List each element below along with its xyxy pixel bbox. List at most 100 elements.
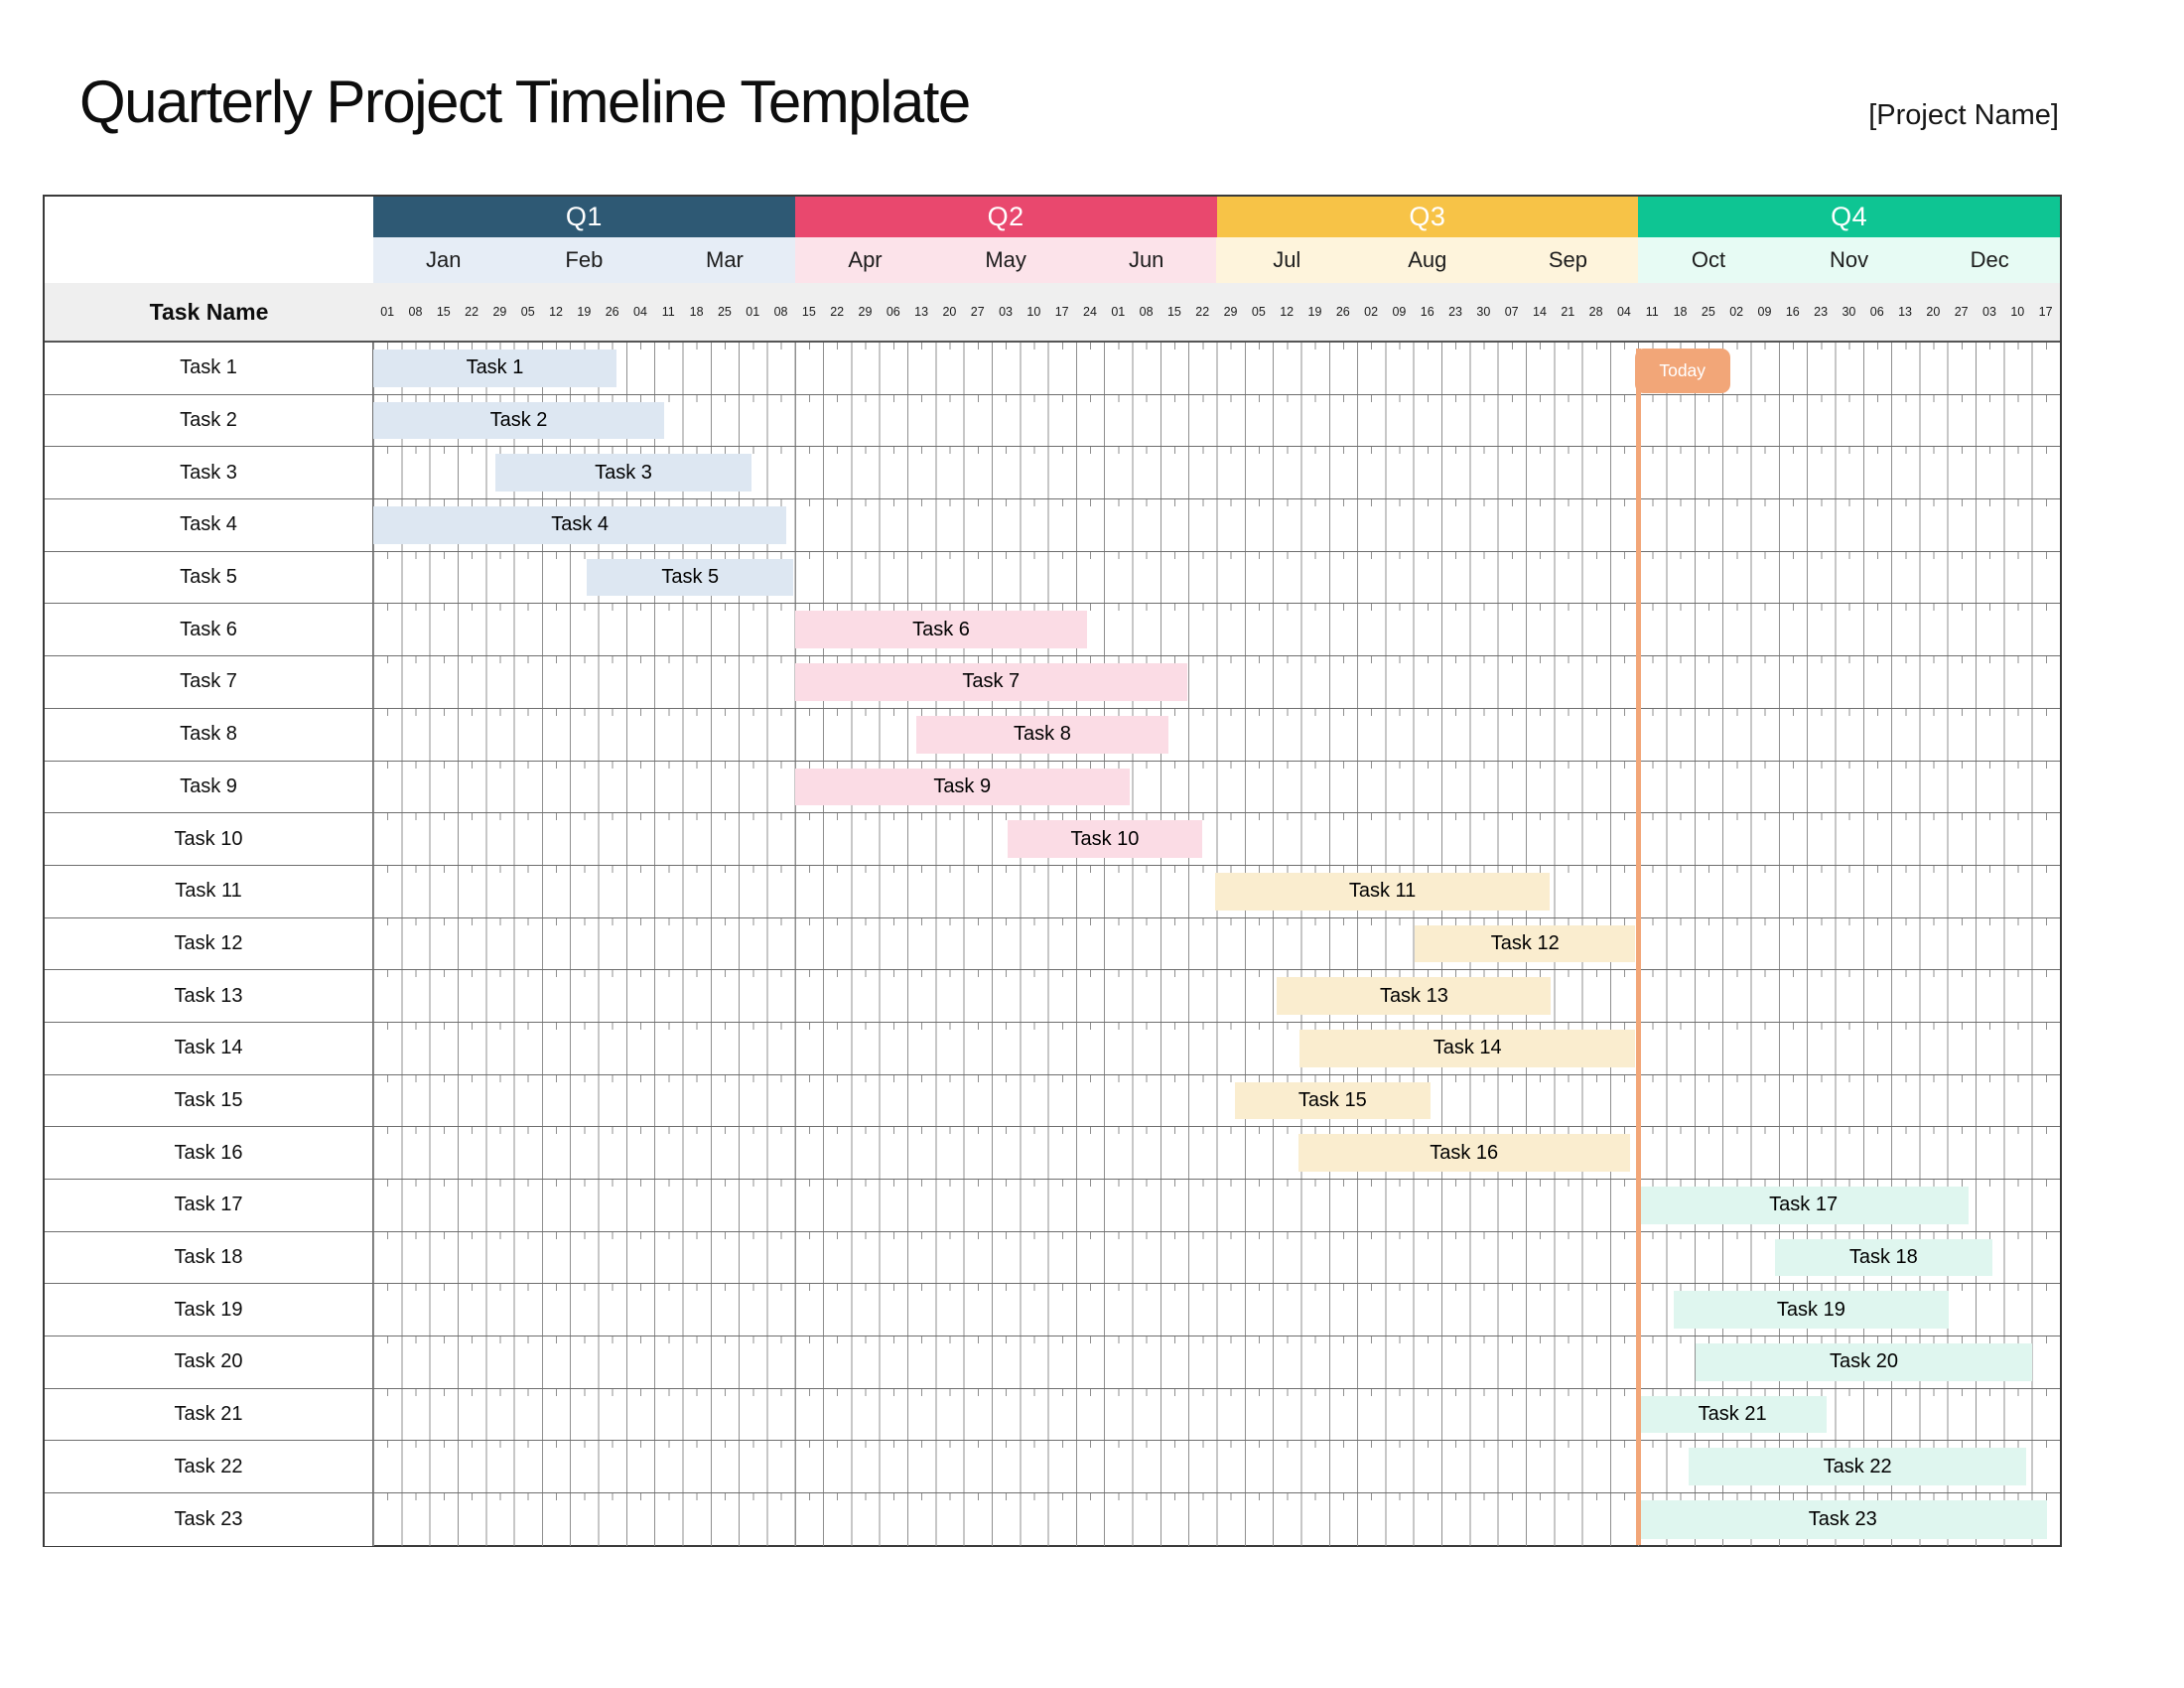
gantt-bar-task-5[interactable]: Task 5 xyxy=(587,558,794,597)
gantt-bar-task-19[interactable]: Task 19 xyxy=(1673,1291,1950,1330)
task-row-chart-area: Task 18 xyxy=(373,1231,2060,1284)
week-start-date-label: 23 xyxy=(1448,305,1462,319)
week-start-date-label: 16 xyxy=(1420,305,1434,319)
task-row: Task 11 Task 11 xyxy=(45,865,2060,918)
task-name-cell: Task 13 xyxy=(45,970,373,1022)
gantt-bar-task-11[interactable]: Task 11 xyxy=(1215,872,1551,911)
task-name-text: Task 6 xyxy=(180,618,237,640)
quarter-label: Q2 xyxy=(987,202,1024,231)
week-start-date-label: 01 xyxy=(1111,305,1126,319)
week-start-date-label: 05 xyxy=(520,305,535,319)
gantt-bar-task-1[interactable]: Task 1 xyxy=(373,350,616,387)
gantt-bar-label: Task 20 xyxy=(1830,1350,1898,1373)
task-name-text: Task 12 xyxy=(174,931,243,954)
task-name-cell: Task 8 xyxy=(45,708,373,761)
task-rows: Task 1 Task 1 Task 2 Task 2 Task 3 Task 3 Task… xyxy=(45,343,2060,1546)
gantt-bar-task-18[interactable]: Task 18 xyxy=(1774,1238,1993,1277)
task-row: Task 6 Task 6 xyxy=(45,604,2060,657)
month-row-spacer xyxy=(45,237,373,283)
task-row-chart-area: Task 7 xyxy=(373,656,2060,708)
task-name-cell: Task 17 xyxy=(45,1180,373,1231)
week-start-date-label: 22 xyxy=(830,305,845,319)
gantt-bar-task-13[interactable]: Task 13 xyxy=(1277,977,1552,1015)
week-start-date-label: 25 xyxy=(1701,305,1715,319)
task-row-chart-area: Task 1 xyxy=(373,343,2060,394)
gantt-bar-label: Task 8 xyxy=(1014,723,1071,746)
week-start-date-label: 15 xyxy=(436,305,451,319)
task-name-cell: Task 5 xyxy=(45,551,373,604)
week-start-date-label: 16 xyxy=(1785,305,1800,319)
gantt-bar-task-6[interactable]: Task 6 xyxy=(794,611,1088,649)
quarter-row-spacer xyxy=(45,197,373,237)
task-row-chart-area: Task 6 xyxy=(373,604,2060,656)
gantt-bar-task-21[interactable]: Task 21 xyxy=(1638,1395,1827,1434)
project-name-label: [Project Name] xyxy=(1868,99,2059,131)
gantt-bar-task-23[interactable]: Task 23 xyxy=(1638,1500,2048,1539)
task-name-column-header: Task Name xyxy=(149,298,269,325)
task-row-chart-area: Task 3 xyxy=(373,447,2060,499)
month-header-mar: Mar xyxy=(654,237,795,283)
today-marker-badge[interactable]: Today xyxy=(1634,349,1730,393)
gantt-bar-task-7[interactable]: Task 7 xyxy=(794,663,1187,701)
task-name-text: Task 17 xyxy=(174,1194,243,1216)
gantt-bar-task-14[interactable]: Task 14 xyxy=(1299,1029,1636,1067)
quarter-label: Q4 xyxy=(1831,202,1868,231)
task-row: Task 18 Task 18 xyxy=(45,1231,2060,1285)
gantt-bar-label: Task 12 xyxy=(1490,931,1560,954)
task-row-chart-area: Task 14 xyxy=(373,1022,2060,1074)
month-label: Jul xyxy=(1273,247,1301,272)
month-header-nov: Nov xyxy=(1778,237,1920,283)
week-start-date-label: 21 xyxy=(1561,305,1575,319)
week-start-date-label: 22 xyxy=(1195,305,1210,319)
week-start-date-label: 15 xyxy=(801,305,816,319)
week-start-date-label: 03 xyxy=(999,305,1013,319)
gantt-bar-task-16[interactable]: Task 16 xyxy=(1297,1134,1630,1172)
gantt-bar-task-17[interactable]: Task 17 xyxy=(1638,1187,1969,1224)
gantt-bar-task-4[interactable]: Task 4 xyxy=(373,506,787,544)
quarter-header-q1: Q1 xyxy=(373,197,795,237)
task-row: Task 21 Task 21 xyxy=(45,1388,2060,1442)
task-row: Task 14 Task 14 xyxy=(45,1022,2060,1075)
week-start-date-label: 17 xyxy=(2038,305,2053,319)
task-row: Task 23 Task 23 xyxy=(45,1493,2060,1546)
month-label: Nov xyxy=(1830,247,1869,272)
task-name-cell: Task 18 xyxy=(45,1231,373,1284)
month-label: May xyxy=(985,247,1026,272)
task-row: Task 16 Task 16 xyxy=(45,1127,2060,1180)
task-name-cell: Task 12 xyxy=(45,917,373,970)
gantt-bar-task-10[interactable]: Task 10 xyxy=(1007,820,1203,858)
task-name-text: Task 4 xyxy=(180,513,237,536)
week-start-date-label: 08 xyxy=(408,305,423,319)
week-start-date-label: 13 xyxy=(914,305,929,319)
month-label: Oct xyxy=(1691,247,1726,272)
gantt-bar-label: Task 6 xyxy=(912,618,970,640)
week-start-date-label: 01 xyxy=(746,305,760,319)
week-start-date-label: 29 xyxy=(492,305,507,319)
gantt-bar-task-3[interactable]: Task 3 xyxy=(495,454,751,492)
task-row: Task 1 Task 1 xyxy=(45,343,2060,395)
gantt-bar-task-8[interactable]: Task 8 xyxy=(915,715,1169,754)
task-row-chart-area: Task 21 xyxy=(373,1388,2060,1441)
gantt-bar-task-2[interactable]: Task 2 xyxy=(373,401,665,440)
month-label: Jan xyxy=(426,247,462,272)
week-start-date-label: 02 xyxy=(1364,305,1379,319)
gantt-bar-task-12[interactable]: Task 12 xyxy=(1415,924,1636,963)
task-row-chart-area: Task 20 xyxy=(373,1336,2060,1388)
month-header-row: Jan Feb Mar Apr May Jun Jul Aug Sep Oct Nov Dec xyxy=(45,237,2060,283)
gantt-bar-label: Task 19 xyxy=(1776,1298,1845,1321)
task-name-cell: Task 9 xyxy=(45,761,373,813)
gantt-bar-task-15[interactable]: Task 15 xyxy=(1234,1081,1431,1120)
week-start-date-label: 15 xyxy=(1166,305,1181,319)
month-header-jan: Jan xyxy=(373,237,514,283)
month-header-oct: Oct xyxy=(1638,237,1779,283)
quarter-header-q2: Q2 xyxy=(794,197,1217,237)
gantt-bar-task-9[interactable]: Task 9 xyxy=(794,768,1130,806)
gantt-bar-label: Task 23 xyxy=(1808,1507,1877,1530)
month-label: Sep xyxy=(1548,247,1587,272)
month-label: Jun xyxy=(1128,247,1164,272)
gantt-bar-task-22[interactable]: Task 22 xyxy=(1689,1448,2027,1486)
task-row-chart-area: Task 5 xyxy=(373,551,2060,604)
task-name-cell: Task 19 xyxy=(45,1284,373,1336)
week-start-date-label: 05 xyxy=(1251,305,1266,319)
gantt-bar-task-20[interactable]: Task 20 xyxy=(1696,1343,2032,1381)
